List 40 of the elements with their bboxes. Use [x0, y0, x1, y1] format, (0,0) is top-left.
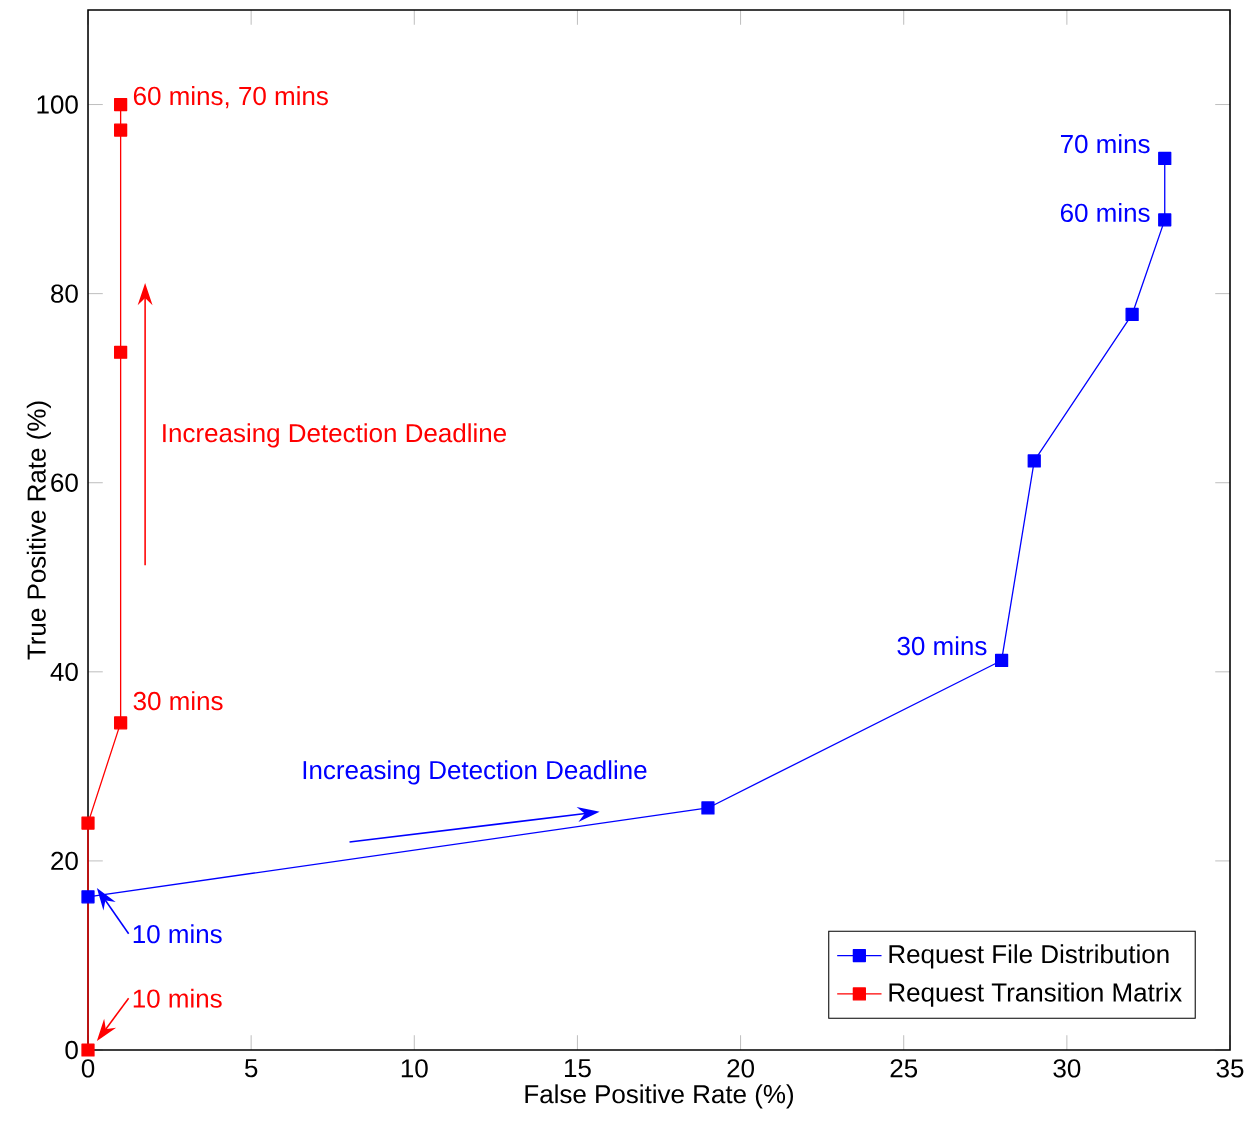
x-tick-label: 5	[244, 1059, 258, 1078]
annotation: 60 mins	[1060, 202, 1150, 223]
point	[81, 890, 95, 904]
y-tick-label: 40	[50, 662, 78, 681]
y-tick-label: 80	[51, 284, 78, 303]
annotation: 30 mins	[133, 691, 223, 711]
point	[114, 716, 128, 730]
x-tick-label: 35	[1216, 1059, 1244, 1078]
y-tick-label: 20	[51, 851, 78, 871]
point	[81, 1043, 95, 1057]
point	[701, 801, 715, 815]
y-tick-label: 0	[65, 1040, 78, 1060]
x-tick-label: 0	[81, 1059, 95, 1078]
point	[1125, 307, 1139, 322]
point	[114, 345, 128, 359]
y-tick-label: 100	[37, 95, 78, 114]
annotation: 30 mins	[897, 636, 987, 656]
point	[81, 816, 95, 830]
annotation: Increasing Detection Deadline	[163, 423, 506, 448]
point	[1158, 151, 1172, 166]
point	[1158, 213, 1172, 227]
x-tick-label: 30	[1053, 1059, 1081, 1078]
legend-label: Request Transition Matrix	[889, 982, 1182, 1007]
annotation: 70 mins	[1060, 134, 1150, 154]
point	[994, 653, 1009, 668]
annotation: Increasing Detection Deadline	[303, 760, 647, 785]
point	[114, 123, 128, 137]
x-tick-label: 25	[890, 1059, 918, 1078]
y-axis-title: True Positive Rate (%)	[26, 401, 51, 660]
x-tick-label: 10	[401, 1059, 428, 1078]
legend-label: Request File Distribution	[889, 944, 1169, 969]
annotation: 10 mins	[133, 924, 222, 944]
point	[1027, 454, 1041, 468]
point	[114, 97, 128, 112]
y-tick-label: 60	[51, 473, 78, 492]
x-tick-label: 15	[564, 1059, 591, 1078]
x-axis-title: False Positive Rate (%)	[525, 1084, 793, 1109]
annotation: 10 mins	[133, 988, 222, 1008]
x-tick-label: 20	[727, 1059, 755, 1078]
annotation: 60 mins, 70 mins	[133, 86, 328, 109]
